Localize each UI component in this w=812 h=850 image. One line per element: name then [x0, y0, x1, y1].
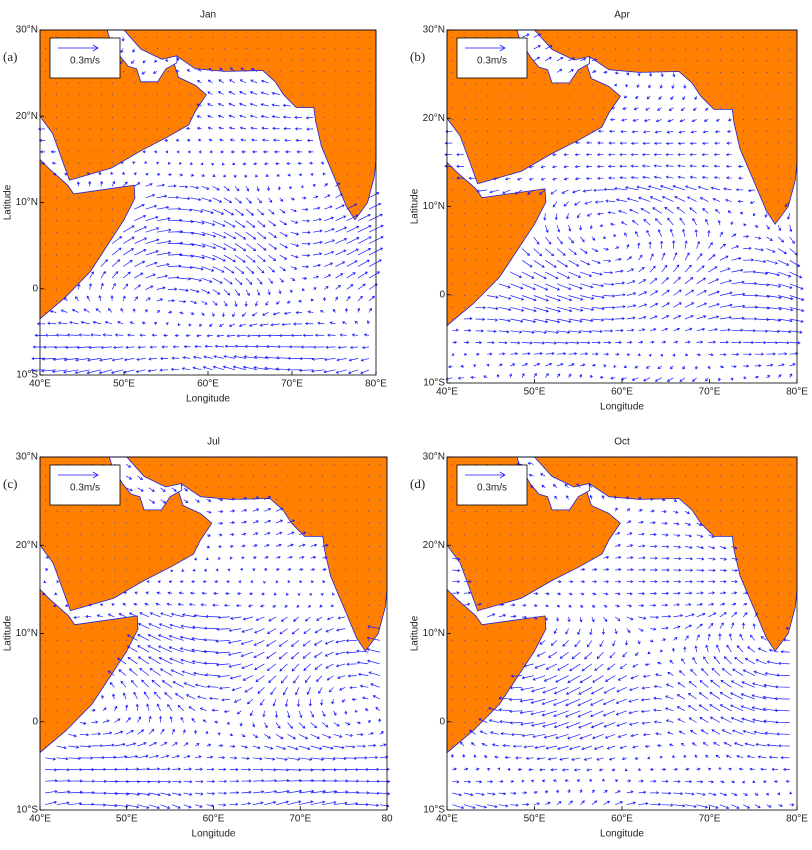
y-tick-label: 10°N — [423, 201, 445, 212]
y-axis-label: Latitude — [3, 184, 14, 220]
legend-box — [49, 464, 121, 506]
x-tick-label: 40°E — [29, 379, 51, 390]
y-axis-label: Latitude — [410, 615, 421, 651]
current-vectors — [30, 37, 384, 375]
y-tick-label: 20°N — [16, 111, 38, 122]
y-tick-label: 20°N — [16, 540, 38, 551]
y-tick-label: 20°N — [423, 540, 445, 551]
legend-label: 0.3m/s — [70, 483, 100, 494]
map-panel: 0.3m/s Oct (d) Longitude Latitude 40°E 50°E 60°… — [410, 437, 809, 840]
x-tick-label: 70°E — [289, 814, 311, 825]
x-tick-label: 40°E — [29, 814, 51, 825]
x-tick-label: 80°E — [365, 379, 387, 390]
x-tick-label: 60°E — [611, 814, 633, 825]
x-tick-label: 70°E — [699, 387, 721, 398]
map-panel: 0.3m/s Apr (b) Longitude Latitude 40°E 50°E 60°… — [410, 10, 809, 413]
y-tick-label: 0 — [32, 283, 38, 294]
legend-box — [456, 37, 528, 79]
x-tick-label: 40°E — [436, 814, 458, 825]
land — [39, 456, 388, 754]
current-vectors — [450, 461, 795, 810]
gulf — [516, 456, 590, 511]
y-tick-label: 10°S — [423, 805, 445, 816]
y-axis-label: Latitude — [410, 188, 421, 224]
y-tick-label: 10°S — [16, 805, 38, 816]
current-vectors — [444, 33, 805, 382]
panel-title: Jan — [200, 10, 216, 21]
gulf — [106, 29, 178, 83]
y-tick-label: 30°N — [16, 25, 38, 36]
legend-arrow — [465, 471, 506, 479]
x-tick-label: 60°E — [197, 379, 219, 390]
x-tick-label: 80°E — [786, 814, 808, 825]
land — [446, 456, 798, 754]
y-tick-label: 0 — [439, 289, 445, 300]
x-tick-label: 60°E — [611, 387, 633, 398]
y-tick-label: 10°N — [16, 628, 38, 639]
land-dots — [45, 463, 381, 747]
land — [446, 29, 798, 327]
x-tick-label: 50°E — [116, 814, 138, 825]
y-tick-label: 0 — [439, 716, 445, 727]
x-axis-label: Longitude — [186, 394, 230, 405]
land — [39, 29, 377, 320]
map-panel: 0.3m/s Jul (c) Longitude Latitude 40°E 50°E 60°… — [3, 437, 393, 840]
panel-label: (c) — [3, 476, 17, 491]
y-axis-label: Latitude — [3, 615, 14, 651]
x-tick-label: 50°E — [113, 379, 135, 390]
panel-label: (b) — [410, 49, 425, 64]
legend-label: 0.3m/s — [70, 56, 100, 67]
panel-title: Jul — [207, 437, 220, 448]
x-tick-label: 80 — [381, 814, 393, 825]
panel-title: Oct — [614, 437, 630, 448]
y-tick-label: 10°S — [16, 370, 38, 381]
y-tick-label: 30°N — [423, 452, 445, 463]
y-tick-label: 10°S — [423, 378, 445, 389]
x-tick-label: 50°E — [524, 814, 546, 825]
y-tick-label: 30°N — [16, 452, 38, 463]
legend-arrow — [465, 44, 506, 52]
panel-label: (a) — [3, 49, 17, 64]
x-axis-label: Longitude — [192, 829, 236, 840]
panel-title: Apr — [614, 10, 630, 21]
x-tick-label: 50°E — [524, 387, 546, 398]
legend-arrow — [58, 471, 99, 479]
x-axis-label: Longitude — [600, 402, 644, 413]
y-tick-label: 10°N — [16, 197, 38, 208]
land-dots — [45, 36, 370, 313]
x-tick-label: 40°E — [436, 387, 458, 398]
y-tick-label: 10°N — [423, 628, 445, 639]
y-tick-label: 0 — [32, 716, 38, 727]
x-axis-label: Longitude — [600, 829, 644, 840]
legend-box — [456, 464, 528, 506]
x-tick-label: 60°E — [203, 814, 225, 825]
legend-label: 0.3m/s — [477, 483, 507, 494]
y-tick-label: 20°N — [423, 113, 445, 124]
current-vectors — [41, 463, 391, 809]
legend-label: 0.3m/s — [477, 56, 507, 67]
panel-label: (d) — [410, 476, 425, 491]
x-tick-label: 70°E — [281, 379, 303, 390]
x-tick-label: 70°E — [699, 814, 721, 825]
legend-arrow — [58, 44, 99, 52]
map-panel: 0.3m/s Jan (a) Longitude Latitude 40°E 50°E 60°… — [3, 10, 388, 405]
legend-box — [49, 37, 121, 79]
land-dots — [452, 36, 791, 320]
y-tick-label: 30°N — [423, 25, 445, 36]
x-tick-label: 80°E — [786, 387, 808, 398]
